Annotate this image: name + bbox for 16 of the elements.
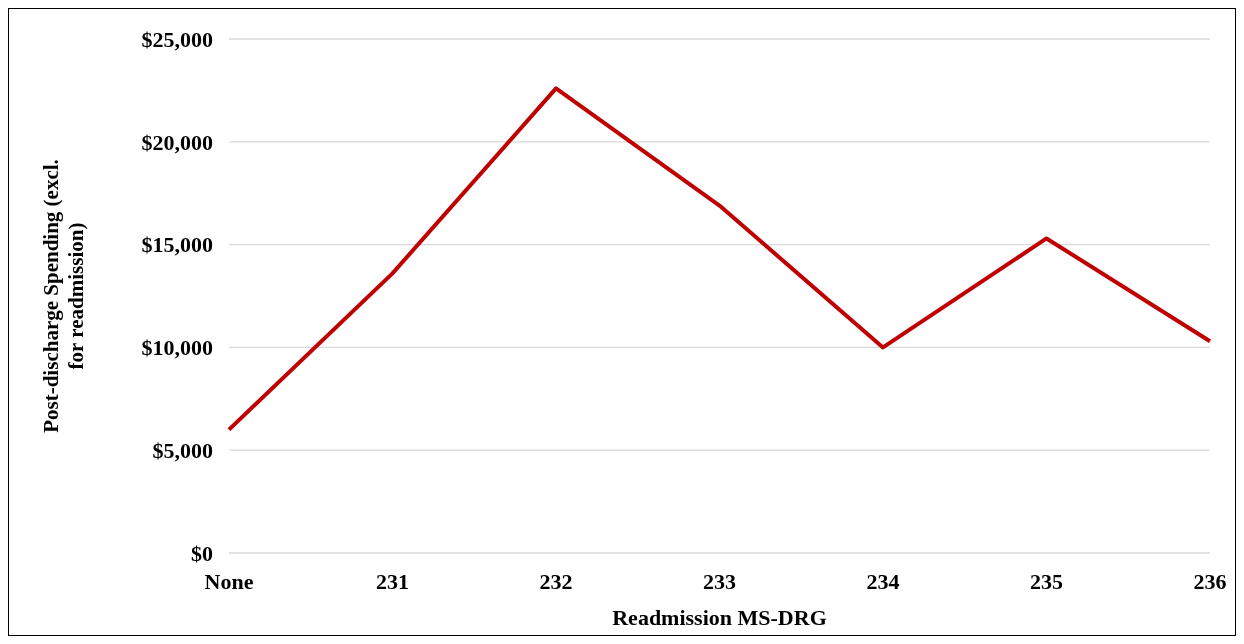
y-tick-label: $15,000 <box>141 232 213 258</box>
y-tick-label: $10,000 <box>141 335 213 361</box>
y-tick-label: $25,000 <box>141 26 213 52</box>
x-axis-title: Readmission MS-DRG <box>612 605 827 630</box>
y-tick-label: $0 <box>191 540 213 566</box>
y-tick-label: $5,000 <box>152 438 213 464</box>
x-tick-label: 233 <box>703 568 736 594</box>
x-tick-label: 235 <box>1030 568 1063 594</box>
x-tick-label: 232 <box>539 568 573 594</box>
y-tick-label: $20,000 <box>141 129 213 155</box>
x-tick-label: 236 <box>1193 568 1227 594</box>
x-tick-label: 234 <box>866 568 900 594</box>
line-series <box>227 86 1212 432</box>
x-tick-label: None <box>204 568 254 594</box>
y-axis-title: Post-discharge Spending (excl. for readmission) <box>39 159 88 433</box>
x-tick-label: 231 <box>376 568 409 594</box>
